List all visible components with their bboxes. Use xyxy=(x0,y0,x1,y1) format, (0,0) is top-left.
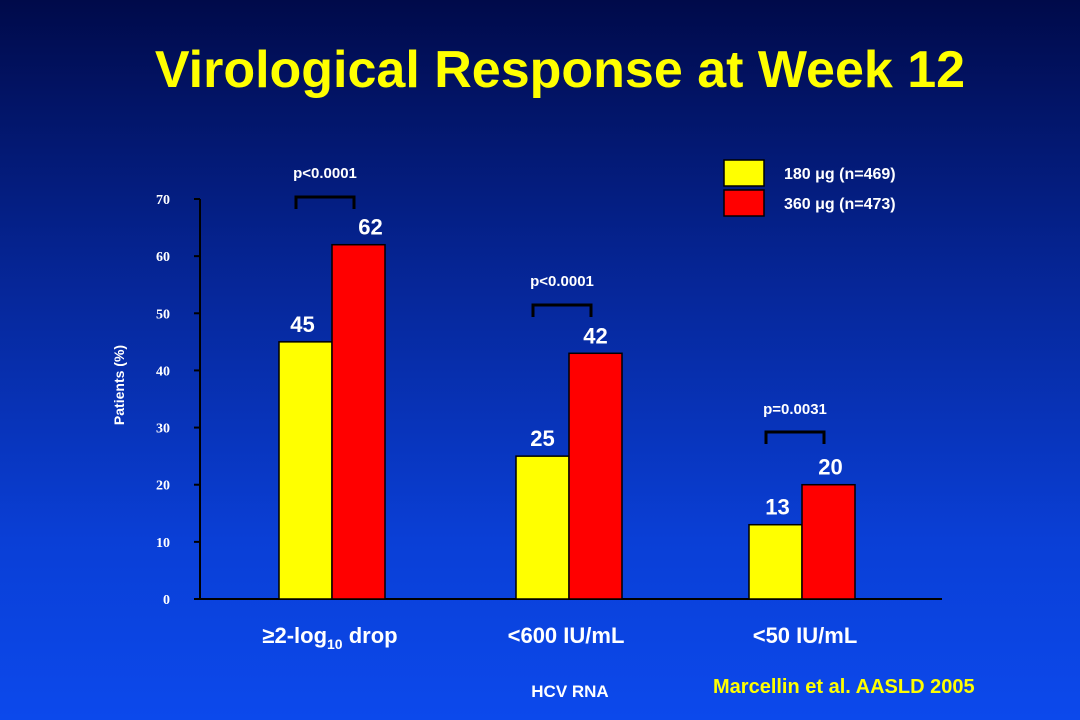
y-tick-label: 0 xyxy=(163,593,170,608)
legend-label: 360 μg (n=473) xyxy=(784,196,896,213)
bar xyxy=(278,341,333,600)
bar-value-label: 62 xyxy=(358,215,382,240)
chart-bars xyxy=(278,243,856,600)
y-tick-label: 30 xyxy=(156,422,170,437)
x-axis-label: HCV RNA xyxy=(531,682,608,701)
p-value-label: p<0.0001 xyxy=(530,273,594,290)
y-tick-label: 20 xyxy=(156,479,170,494)
category-label: <50 IU/mL xyxy=(753,623,858,648)
y-tick-label: 60 xyxy=(156,250,170,265)
bar-value-label: 25 xyxy=(530,426,554,451)
bar-value-label: 42 xyxy=(583,323,607,348)
y-tick-label: 70 xyxy=(156,193,170,208)
chart-axes: 0 10 20 30 40 50 60 70 Patients (%) ≥2-log10 drop… xyxy=(111,193,942,701)
y-tick-label: 40 xyxy=(156,364,170,379)
slide-title: Virological Response at Week 12 xyxy=(154,41,966,99)
legend-swatch xyxy=(723,189,765,217)
p-value-bracket xyxy=(294,195,356,209)
bar xyxy=(748,523,803,600)
y-tick-label: 50 xyxy=(156,307,170,322)
legend-swatch xyxy=(723,159,765,187)
bar xyxy=(331,243,386,600)
bar xyxy=(515,455,570,600)
y-axis-label: Patients (%) xyxy=(111,345,127,425)
p-value-label: p=0.0031 xyxy=(763,401,827,418)
p-value-label: p<0.0001 xyxy=(293,165,357,182)
p-value-bracket xyxy=(531,303,593,317)
chart-legend: 180 μg (n=469) 360 μg (n=473) xyxy=(723,159,896,217)
chart-labels: 45 25 13 62 42 20 p<0.0001 p<0.0001 p=0.0031 xyxy=(290,165,842,520)
citation: Marcellin et al. AASLD 2005 xyxy=(713,676,975,698)
bar-value-label: 45 xyxy=(290,312,314,337)
bar xyxy=(568,352,623,600)
bar-value-label: 20 xyxy=(818,455,842,480)
category-label: ≥2-log10 drop xyxy=(262,623,397,652)
y-tick-label: 10 xyxy=(156,536,170,551)
legend-label: 180 μg (n=469) xyxy=(784,166,896,183)
p-value-bracket xyxy=(764,430,826,444)
category-label: <600 IU/mL xyxy=(508,623,625,648)
bar xyxy=(801,483,856,600)
bar-value-label: 13 xyxy=(765,495,789,520)
